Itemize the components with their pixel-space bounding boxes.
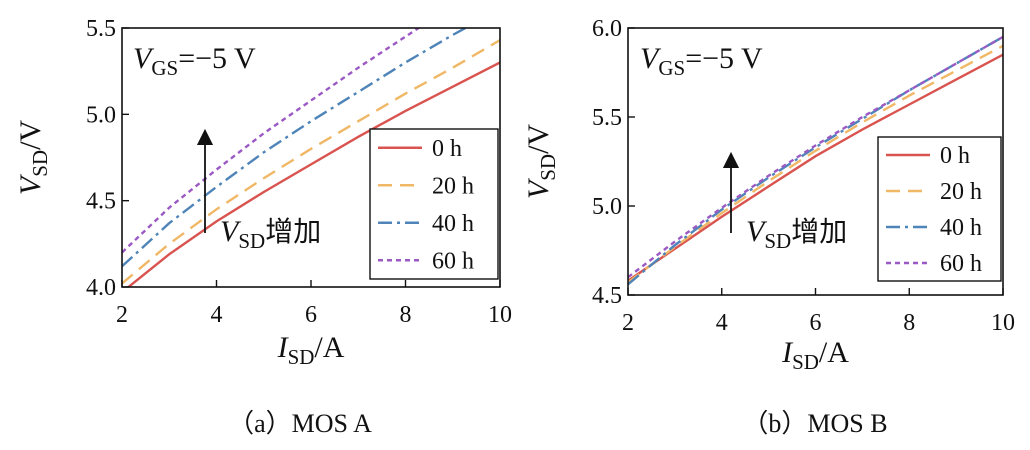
condition-rest: =−5 V: [178, 42, 256, 75]
condition-main: V: [640, 42, 662, 75]
y-axis-label-sub: SD: [536, 154, 560, 181]
y-axis-label-unit: /V: [522, 124, 555, 154]
annotation-sub: SD: [238, 229, 265, 253]
y-tick-label: 5.0: [86, 102, 116, 128]
x-axis-label-sub: SD: [288, 345, 315, 369]
annotation-main: V: [746, 215, 768, 248]
y-axis-label-main: V: [522, 177, 555, 199]
condition-label: VGS=−5 V: [640, 42, 763, 80]
x-axis-label-unit: /A: [819, 336, 849, 369]
annotation-main: V: [220, 215, 242, 248]
x-tick-label: 10: [488, 302, 512, 328]
series-line-0-h: [126, 61, 500, 287]
condition-rest: =−5 V: [685, 42, 763, 75]
y-tick-label: 5.0: [592, 194, 622, 220]
x-axis-label: ISD/A: [781, 336, 849, 374]
x-tick-label: 8: [903, 310, 915, 336]
x-tick-label: 4: [211, 302, 223, 328]
legend-label: 60 h: [940, 251, 982, 277]
condition-sub: GS: [658, 56, 685, 80]
increase-annotation: VSD增加: [220, 215, 321, 253]
annotation-rest: 增加: [791, 216, 847, 248]
legend-label: 20 h: [432, 173, 474, 199]
legend-label: 60 h: [432, 248, 474, 274]
x-axis-label: ISD/A: [277, 331, 345, 369]
legend-label: 40 h: [940, 215, 982, 241]
x-tick-label: 4: [716, 310, 728, 336]
series-line-0-h: [628, 53, 1003, 282]
x-tick-label: 2: [116, 302, 128, 328]
legend-label: 0 h: [432, 136, 462, 162]
y-axis-label-unit: /V: [14, 120, 47, 150]
x-tick-label: 8: [400, 302, 412, 328]
y-axis-label: VSD/V: [14, 120, 52, 196]
x-axis-label-main: I: [277, 331, 290, 364]
x-tick-label: 6: [305, 302, 317, 328]
legend: 0 h 20 h 40 h 60 h: [369, 128, 499, 280]
x-tick-label: 2: [622, 310, 634, 336]
increase-annotation: VSD增加: [746, 215, 847, 253]
y-tick-label: 6.0: [592, 16, 622, 42]
series-line-20-h: [628, 44, 1003, 284]
figure-caption: （a）MOS A: [228, 409, 372, 438]
x-tick-label: 6: [810, 310, 822, 336]
figure-caption: （b）MOS B: [742, 409, 887, 438]
x-tick-label: 10: [991, 310, 1015, 336]
x-axis-label-main: I: [781, 336, 794, 369]
y-tick-label: 4.5: [86, 189, 116, 215]
series-line-20-h: [122, 39, 500, 285]
y-tick-label: 4.0: [86, 275, 116, 301]
condition-sub: GS: [151, 56, 178, 80]
series-line-40-h: [122, 28, 468, 268]
y-axis-label-main: V: [14, 173, 47, 195]
legend-box: [369, 128, 499, 280]
condition-label: VGS=−5 V: [133, 42, 256, 80]
series-line-60-h: [122, 28, 421, 254]
y-tick-label: 5.5: [592, 105, 622, 131]
x-axis-label-unit: /A: [314, 331, 344, 364]
legend-box: [877, 136, 1002, 282]
legend-label: 0 h: [940, 143, 970, 169]
y-tick-label: 5.5: [86, 16, 116, 42]
condition-main: V: [133, 42, 155, 75]
legend-label: 20 h: [940, 179, 982, 205]
y-axis-label-sub: SD: [28, 150, 52, 177]
annotation-sub: SD: [764, 229, 791, 253]
series-line-60-h: [628, 35, 1003, 279]
annotation-rest: 增加: [265, 216, 321, 248]
y-axis-label: VSD/V: [522, 124, 560, 200]
legend-label: 40 h: [432, 211, 474, 237]
x-axis-label-sub: SD: [792, 350, 819, 374]
y-tick-label: 4.5: [592, 283, 622, 309]
legend: 0 h 20 h 40 h 60 h: [877, 136, 1002, 282]
